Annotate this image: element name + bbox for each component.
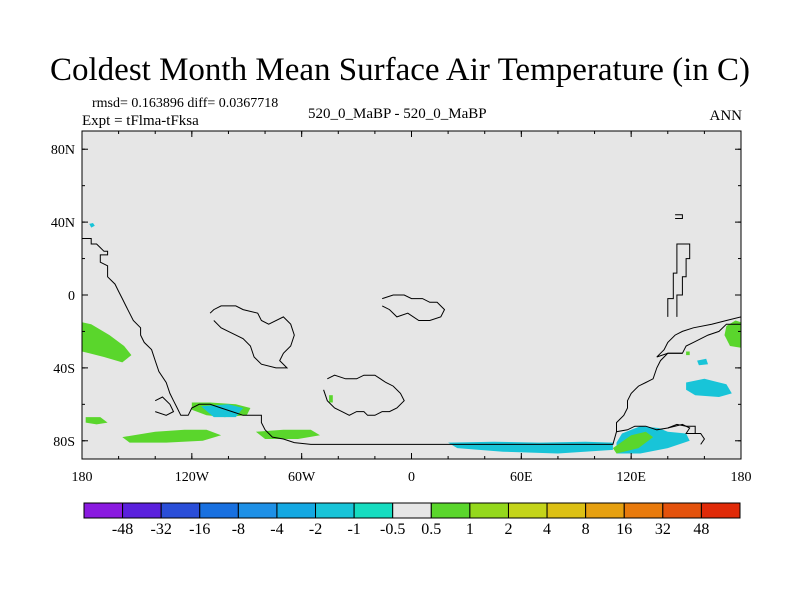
colorbar-swatch bbox=[623, 502, 664, 519]
outline-north-islet bbox=[675, 214, 683, 219]
y-tick-label: 0 bbox=[68, 289, 75, 304]
colorbar-swatch bbox=[392, 502, 432, 519]
colorbar-label: 1 bbox=[466, 521, 474, 538]
colorbar-swatch bbox=[315, 502, 355, 519]
continent-outlines bbox=[82, 214, 741, 445]
season-label: ANN bbox=[709, 108, 743, 124]
colorbar-label: 16 bbox=[616, 521, 632, 538]
x-tick-label: 60E bbox=[510, 470, 533, 485]
anomaly-south-pacific-east bbox=[724, 320, 741, 348]
anomaly-east-pacific-spot-1 bbox=[697, 358, 708, 366]
outline-small-island bbox=[381, 294, 446, 321]
colorbar-label: -0.5 bbox=[380, 521, 405, 538]
y-tick-label: 80S bbox=[53, 435, 75, 450]
outline-east-coast bbox=[667, 423, 696, 434]
x-axis: 180 120W 60W 0 60E 120E 180 bbox=[72, 131, 752, 485]
colorbar-label: -16 bbox=[189, 521, 210, 538]
colorbar-swatch bbox=[160, 502, 201, 519]
colorbar-swatch bbox=[430, 502, 471, 519]
y-tick-label: 80N bbox=[51, 143, 75, 158]
colorbar-swatch bbox=[700, 502, 741, 519]
colorbar-label: -48 bbox=[112, 521, 133, 538]
anomaly-southern-ocean-cyan-mid bbox=[201, 404, 244, 418]
map-background bbox=[82, 131, 741, 459]
colorbar-swatch bbox=[237, 502, 278, 519]
colorbar-swatch bbox=[353, 502, 394, 519]
colorbar: -48 -32 -16 -8 -4 -2 -1 -0.5 0.5 1 2 4 8 16 32 48 bbox=[83, 502, 741, 538]
x-tick-label: 60W bbox=[288, 470, 316, 485]
anomaly-southern-ocean-green-west bbox=[85, 417, 108, 425]
outline-central-island bbox=[209, 305, 295, 369]
cases-line: 520_0_MaBP - 520_0_MaBP bbox=[308, 106, 487, 122]
colorbar-label: 2 bbox=[504, 521, 512, 538]
stats-line: rmsd= 0.163896 diff= 0.0367718 bbox=[92, 96, 279, 111]
outline-north-america bbox=[82, 238, 706, 445]
x-tick-label: 0 bbox=[408, 470, 415, 485]
colorbar-label: 0.5 bbox=[421, 521, 441, 538]
anomaly-north-pacific-spot bbox=[89, 223, 95, 228]
colorbar-label: -4 bbox=[270, 521, 283, 538]
colorbar-swatch bbox=[276, 502, 317, 519]
colorbar-label: 4 bbox=[543, 521, 551, 538]
chart-title: Coldest Month Mean Surface Air Temperatu… bbox=[50, 52, 750, 88]
colorbar-swatch bbox=[199, 502, 239, 519]
outline-pacific-bay bbox=[154, 396, 175, 416]
colorbar-label: -2 bbox=[309, 521, 322, 538]
anomaly-southern-ocean-green-south bbox=[122, 429, 222, 443]
colorbar-swatch bbox=[546, 502, 587, 519]
outline-east-strip bbox=[667, 243, 691, 317]
colorbar-label: 48 bbox=[693, 521, 709, 538]
colorbar-swatch bbox=[662, 502, 702, 519]
x-tick-label: 180 bbox=[731, 470, 752, 485]
x-tick-label: 180 bbox=[72, 470, 93, 485]
anomaly-sw-atlantic-spot bbox=[329, 395, 333, 403]
anomaly-east-pacific-spot-2 bbox=[686, 351, 690, 356]
colorbar-swatch bbox=[83, 502, 124, 519]
colorbar-label: -8 bbox=[232, 521, 245, 538]
colorbar-swatch bbox=[507, 502, 548, 519]
colorbar-label: 32 bbox=[655, 521, 671, 538]
y-tick-label: 40N bbox=[51, 216, 75, 231]
colorbar-label: 8 bbox=[582, 521, 590, 538]
anomaly-antarctic-australia-green bbox=[612, 431, 654, 454]
x-tick-label: 120W bbox=[175, 470, 210, 485]
colorbar-swatch bbox=[469, 502, 509, 519]
outline-asia-northeast bbox=[656, 316, 741, 358]
anomaly-south-pacific-west bbox=[82, 322, 132, 363]
outline-asia-east bbox=[616, 323, 741, 432]
experiment-line: Expt = tFlma-tFksa bbox=[82, 113, 199, 129]
x-tick-label: 120E bbox=[616, 470, 646, 485]
outline-south-atlantic-island bbox=[323, 374, 405, 416]
anomaly-australia-south-cyan bbox=[686, 378, 732, 397]
colorbar-label: -32 bbox=[151, 521, 172, 538]
y-tick-label: 40S bbox=[53, 362, 75, 377]
colorbar-swatch bbox=[585, 502, 625, 519]
y-axis: 80N 40N 0 40S 80S bbox=[51, 143, 741, 450]
colorbar-label: -1 bbox=[347, 521, 360, 538]
colorbar-swatch bbox=[122, 502, 162, 519]
